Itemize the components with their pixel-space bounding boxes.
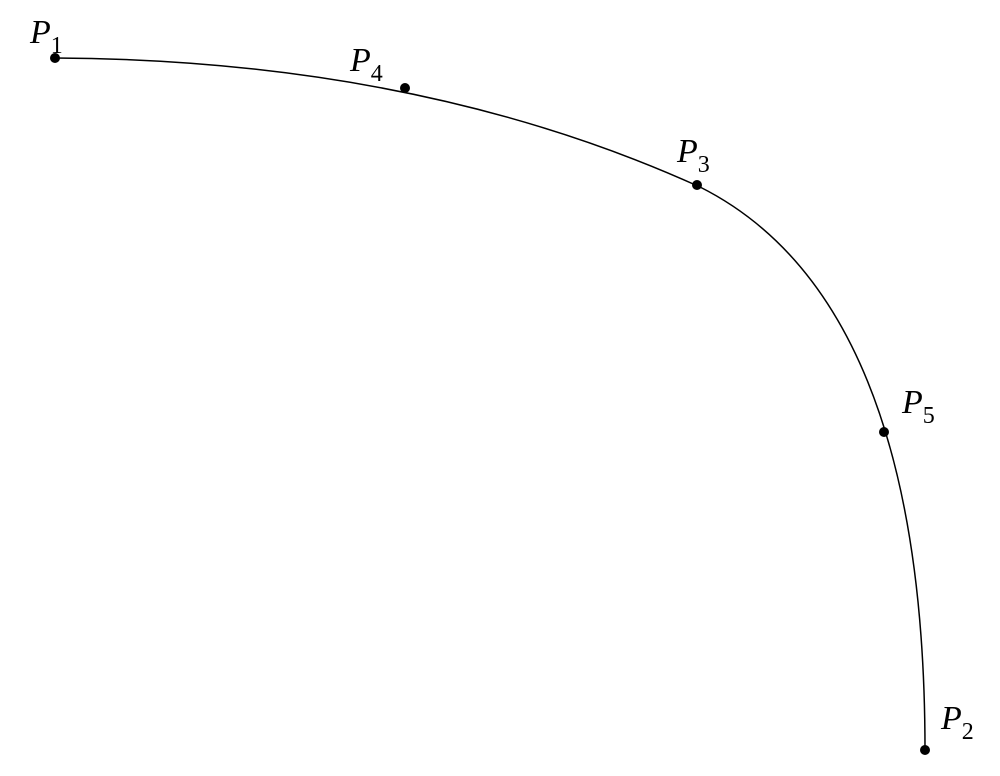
label-subscript: 4	[371, 61, 383, 87]
label-letter: P	[902, 384, 923, 421]
point-p5	[879, 427, 889, 437]
point-p2	[920, 745, 930, 755]
point-p4	[400, 83, 410, 93]
label-subscript: 2	[962, 719, 974, 745]
label-subscript: 5	[923, 403, 935, 429]
label-subscript: 3	[698, 152, 710, 178]
curve-arc	[55, 58, 925, 750]
point-p3	[692, 180, 702, 190]
label-p1: P1	[30, 14, 63, 54]
label-p4: P4	[350, 42, 383, 82]
label-letter: P	[350, 42, 371, 79]
label-subscript: 1	[51, 33, 63, 59]
label-p3: P3	[677, 133, 710, 173]
label-letter: P	[30, 14, 51, 51]
label-p5: P5	[902, 384, 935, 424]
label-p2: P2	[941, 700, 974, 740]
label-letter: P	[677, 133, 698, 170]
diagram-svg	[0, 0, 1000, 776]
label-letter: P	[941, 700, 962, 737]
diagram-stage: P1P4P3P5P2	[0, 0, 1000, 776]
